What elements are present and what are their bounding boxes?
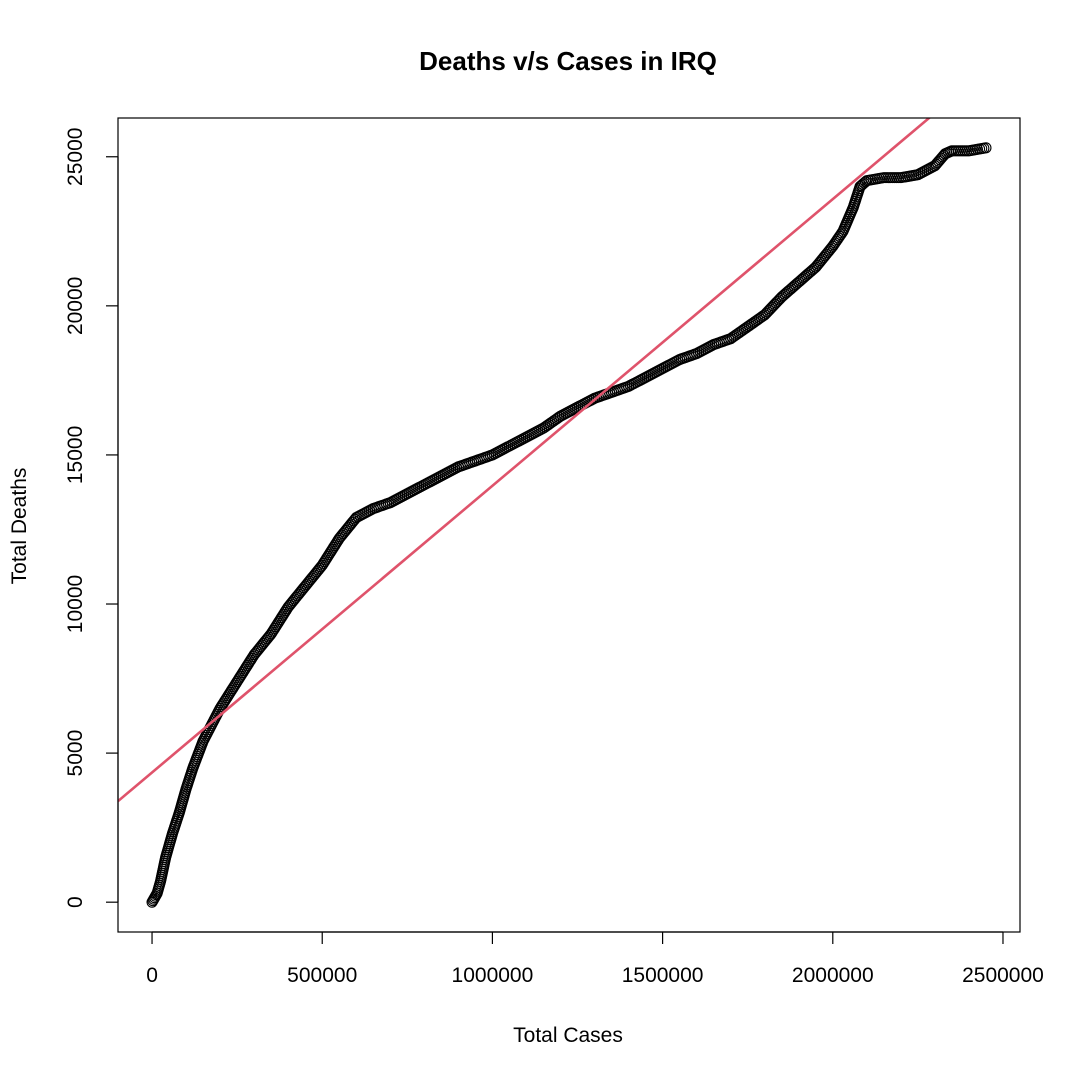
y-tick-label: 5000	[64, 730, 87, 777]
data-point	[807, 264, 819, 276]
y-tick-label: 25000	[64, 128, 87, 186]
data-point	[980, 142, 992, 154]
data-points	[146, 142, 992, 908]
trend-line	[118, 118, 932, 803]
trend-line-group	[118, 118, 932, 803]
y-tick-label: 20000	[64, 277, 87, 335]
y-tick-label: 10000	[64, 575, 87, 633]
y-axis: 0 5000 10000 15000 20000 25000	[64, 128, 119, 908]
y-axis-label: Total Deaths	[8, 468, 31, 585]
x-tick-label: 0	[146, 964, 158, 987]
x-axis-label: Total Cases	[513, 1024, 623, 1047]
y-tick-label: 0	[64, 896, 87, 908]
x-tick-label: 1500000	[622, 964, 704, 987]
plot-frame	[117, 117, 1021, 933]
y-tick-label: 15000	[64, 426, 87, 484]
data-point	[773, 294, 785, 306]
x-axis: 0 500000 1000000 1500000 2000000 2500000	[146, 931, 1044, 987]
x-tick-label: 2500000	[962, 964, 1044, 987]
x-tick-label: 1000000	[452, 964, 534, 987]
x-tick-label: 500000	[287, 964, 357, 987]
chart-title: Deaths v/s Cases in IRQ	[419, 46, 717, 76]
x-tick-label: 2000000	[792, 964, 874, 987]
